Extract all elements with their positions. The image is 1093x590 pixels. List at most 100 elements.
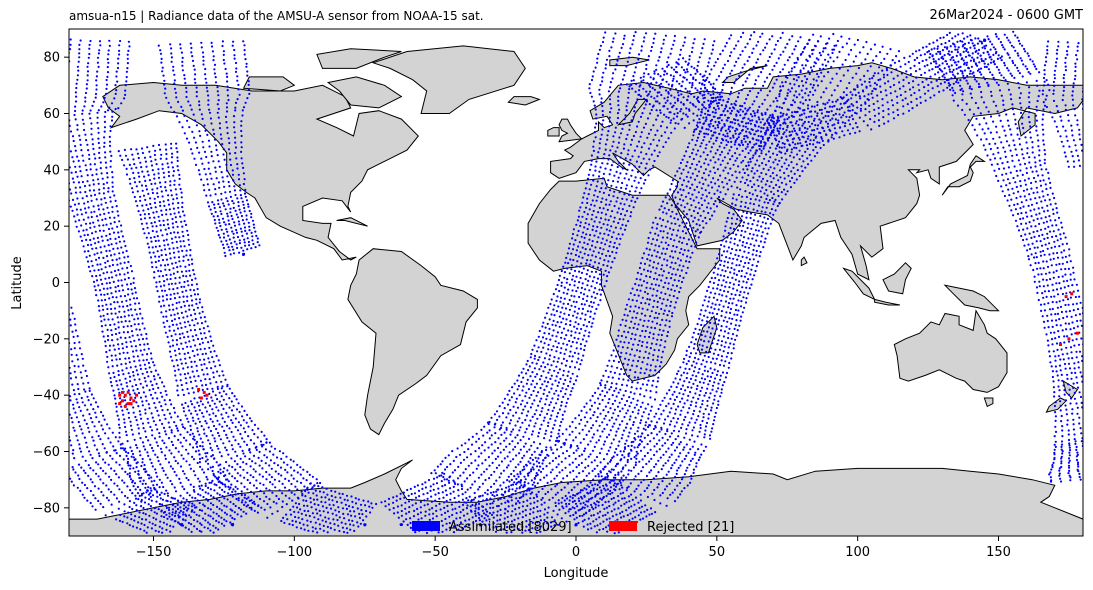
assimilated-point [606, 134, 609, 137]
assimilated-point [508, 488, 511, 491]
assimilated-point [438, 474, 441, 477]
assimilated-point [217, 464, 220, 467]
assimilated-point [432, 512, 435, 515]
assimilated-point [134, 302, 137, 305]
assimilated-point [154, 468, 157, 471]
assimilated-point [221, 417, 224, 420]
assimilated-point [91, 275, 94, 278]
assimilated-point [53, 327, 55, 329]
assimilated-point [519, 460, 522, 463]
assimilated-point [256, 237, 259, 240]
assimilated-point [123, 310, 126, 313]
assimilated-point [79, 143, 82, 146]
assimilated-point [141, 422, 145, 425]
assimilated-point [197, 169, 200, 172]
assimilated-point [518, 429, 521, 432]
assimilated-point [181, 126, 184, 129]
assimilated-point [582, 293, 586, 296]
assimilated-point [164, 87, 167, 90]
assimilated-point [106, 109, 110, 112]
assimilated-point [182, 470, 185, 473]
assimilated-point [438, 497, 441, 500]
assimilated-point [217, 94, 220, 97]
assimilated-point [152, 144, 155, 147]
assimilated-point [594, 296, 597, 299]
assimilated-point [652, 124, 655, 127]
assimilated-point [229, 514, 232, 517]
assimilated-point [155, 210, 158, 213]
assimilated-point [577, 307, 581, 310]
land-ellesmere [316, 48, 402, 69]
assimilated-point [271, 491, 274, 494]
assimilated-point [217, 202, 220, 206]
assimilated-point [207, 468, 210, 471]
assimilated-point [92, 280, 96, 283]
assimilated-point [347, 519, 351, 522]
assimilated-point [557, 394, 560, 397]
assimilated-point [416, 484, 419, 487]
assimilated-point [99, 502, 102, 505]
assimilated-point [608, 203, 611, 206]
assimilated-point [191, 416, 194, 419]
assimilated-point [198, 461, 201, 464]
assimilated-point [249, 481, 252, 485]
assimilated-point [183, 321, 186, 324]
assimilated-point [103, 418, 106, 421]
assimilated-point [109, 286, 112, 289]
assimilated-point [65, 319, 67, 321]
assimilated-point [29, 99, 31, 101]
assimilated-point [591, 280, 595, 283]
assimilated-point [588, 320, 591, 324]
assimilated-point [111, 259, 114, 262]
assimilated-point [624, 69, 627, 73]
assimilated-point [137, 302, 141, 305]
assimilated-point [466, 477, 469, 480]
assimilated-point [537, 335, 540, 338]
assimilated-point [186, 315, 189, 318]
assimilated-point [155, 225, 158, 228]
assimilated-point [537, 435, 540, 438]
assimilated-point [167, 203, 171, 206]
assimilated-point [234, 504, 237, 508]
assimilated-point [211, 408, 214, 411]
assimilated-point [221, 243, 225, 246]
assimilated-point [788, 38, 791, 41]
assimilated-point [115, 358, 118, 361]
assimilated-point [159, 185, 162, 188]
assimilated-point [627, 149, 630, 152]
assimilated-point [499, 426, 503, 429]
assimilated-point [206, 499, 210, 502]
assimilated-point [61, 410, 63, 412]
assimilated-point [133, 287, 137, 290]
assimilated-point [548, 439, 551, 442]
assimilated-point [101, 443, 104, 446]
assimilated-point [111, 511, 114, 514]
assimilated-point [134, 497, 138, 500]
assimilated-point [617, 141, 621, 144]
assimilated-point [65, 96, 67, 98]
assimilated-point [248, 229, 251, 232]
assimilated-point [220, 240, 223, 243]
assimilated-point [172, 502, 175, 506]
assimilated-point [289, 508, 292, 511]
assimilated-point [183, 427, 186, 430]
assimilated-point [511, 458, 515, 461]
assimilated-point [594, 169, 597, 172]
assimilated-point [581, 201, 584, 204]
assimilated-point [192, 435, 196, 438]
assimilated-point [588, 304, 591, 307]
assimilated-point [175, 323, 178, 326]
assimilated-point [87, 149, 90, 152]
assimilated-point [703, 74, 706, 77]
assimilated-point [468, 518, 471, 521]
assimilated-point [151, 522, 154, 525]
assimilated-point [72, 484, 75, 487]
assimilated-point [308, 473, 311, 476]
assimilated-point [109, 165, 112, 168]
assimilated-point [140, 492, 144, 495]
assimilated-point [184, 519, 187, 522]
assimilated-point [207, 94, 210, 97]
assimilated-point [442, 496, 445, 499]
assimilated-point [311, 475, 314, 478]
assimilated-point [168, 329, 171, 332]
